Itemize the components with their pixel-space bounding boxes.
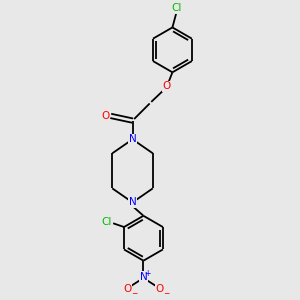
Text: N: N: [129, 197, 136, 207]
Text: N: N: [129, 134, 136, 144]
Text: O: O: [101, 111, 109, 121]
Text: Cl: Cl: [102, 217, 112, 227]
Text: O: O: [155, 284, 164, 294]
Text: −: −: [131, 290, 137, 298]
Text: N: N: [140, 272, 147, 282]
Text: −: −: [163, 290, 170, 298]
Text: O: O: [123, 284, 131, 294]
Text: Cl: Cl: [171, 3, 181, 13]
Text: O: O: [163, 81, 171, 91]
Text: +: +: [145, 268, 151, 278]
